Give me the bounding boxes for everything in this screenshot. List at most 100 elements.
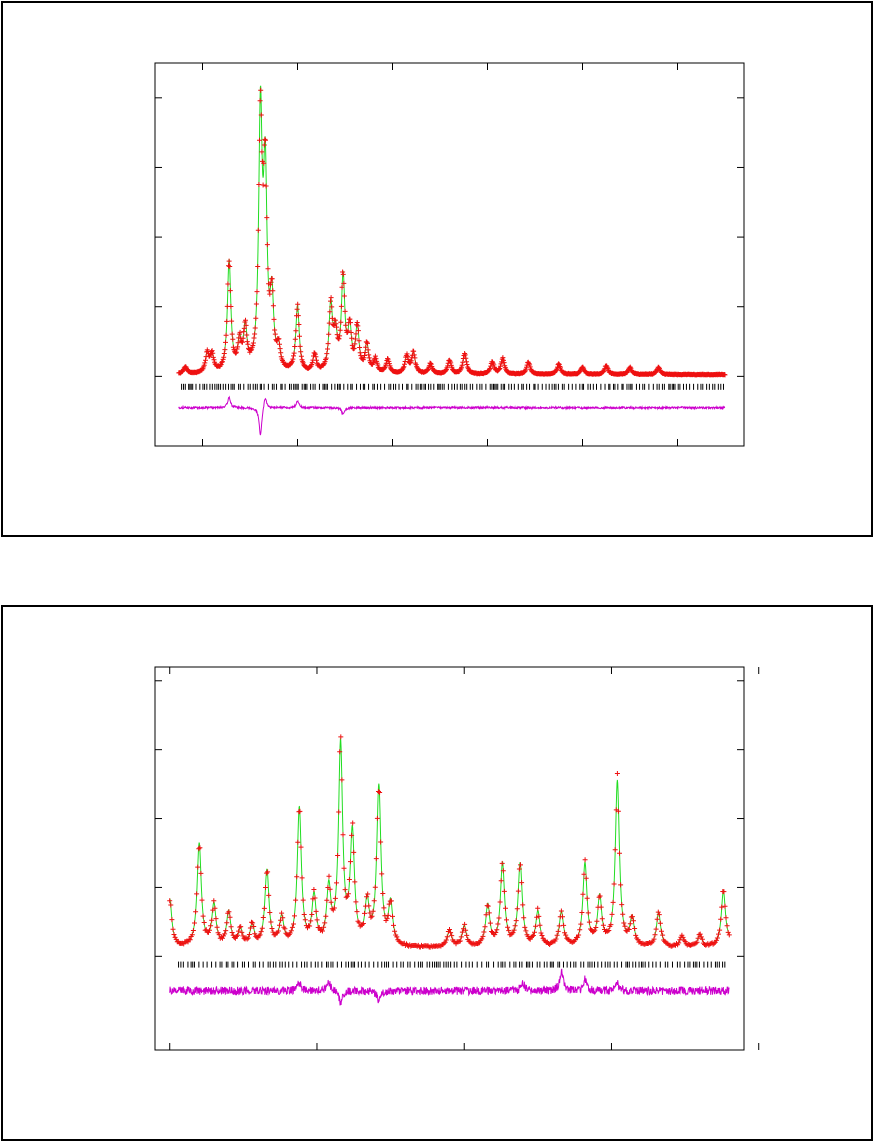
- observed-point: [324, 897, 330, 903]
- observed-point: [238, 924, 244, 930]
- observed-point: [669, 943, 675, 949]
- observed-point: [209, 348, 215, 354]
- observed-point: [369, 913, 375, 919]
- observed-point: [230, 932, 236, 938]
- observed-point: [260, 915, 266, 920]
- observed-point: [512, 923, 518, 929]
- observed-point: [343, 322, 349, 328]
- observed-point: [626, 927, 632, 932]
- observed-point: [560, 914, 565, 920]
- observed-point: [230, 336, 236, 342]
- observed-point: [227, 914, 233, 920]
- observed-point: [631, 918, 636, 924]
- observed-point: [513, 918, 519, 924]
- observed-point: [349, 335, 355, 341]
- observed-point: [252, 325, 258, 331]
- observed-point: [615, 808, 621, 814]
- observed-point: [505, 924, 511, 930]
- observed-point: [223, 332, 229, 338]
- observed-point: [328, 298, 333, 304]
- observed-point: [276, 336, 282, 342]
- observed-point: [660, 932, 666, 938]
- observed-point: [621, 920, 627, 926]
- observed-point: [386, 358, 392, 364]
- observed-point: [521, 915, 527, 921]
- observed-point: [168, 902, 174, 908]
- observed-point: [340, 832, 346, 838]
- observed-point: [298, 349, 304, 355]
- observed-point: [292, 336, 298, 342]
- observed-point: [617, 850, 622, 856]
- observed-point: [653, 369, 659, 375]
- observed-point: [192, 920, 197, 926]
- observed-point: [255, 264, 261, 269]
- difference-curve: [178, 395, 726, 436]
- observed-point: [464, 932, 470, 938]
- observed-point: [209, 917, 215, 923]
- observed-point: [228, 304, 234, 309]
- observed-point: [501, 357, 506, 363]
- observed-point: [493, 930, 499, 935]
- observed-point: [250, 340, 256, 346]
- observed-point: [339, 777, 345, 783]
- observed-point: [371, 898, 377, 904]
- observed-point: [266, 892, 272, 898]
- observed-point: [267, 910, 273, 915]
- observed-point: [291, 921, 296, 927]
- observed-point: [230, 344, 236, 350]
- observed-point: [199, 897, 205, 903]
- observed-point: [487, 366, 492, 372]
- observed-point: [255, 227, 261, 233]
- observed-point: [411, 348, 417, 354]
- observed-point: [655, 909, 661, 915]
- observed-point: [654, 916, 660, 922]
- observed-point: [633, 932, 639, 938]
- observed-point: [240, 335, 246, 341]
- observed-point: [289, 358, 295, 364]
- observed-point: [351, 345, 357, 351]
- observed-point: [514, 906, 520, 912]
- observed-point: [245, 341, 251, 347]
- observed-point: [460, 359, 466, 365]
- observed-point: [459, 362, 465, 368]
- observed-point: [252, 331, 258, 337]
- observed-point: [352, 336, 358, 342]
- observed-point: [366, 352, 372, 358]
- observed-point: [598, 904, 604, 910]
- observed-point: [222, 931, 228, 937]
- observed-point: [221, 354, 227, 360]
- observed-point: [499, 860, 505, 866]
- observed-point: [385, 356, 391, 362]
- observed-point: [494, 927, 500, 933]
- observed-point: [653, 926, 659, 932]
- observed-point: [504, 917, 509, 923]
- observed-point: [197, 845, 203, 851]
- observed-point: [401, 364, 407, 370]
- observed-point: [442, 939, 448, 945]
- observed-point: [496, 915, 502, 921]
- observed-point: [257, 98, 263, 104]
- observed-point: [264, 242, 270, 248]
- observed-point: [277, 341, 282, 347]
- observed-point: [522, 924, 528, 930]
- observed-point: [342, 887, 348, 893]
- observed-point: [341, 293, 347, 299]
- observed-point: [694, 939, 700, 945]
- observed-point: [333, 321, 339, 327]
- observed-point: [555, 928, 561, 934]
- observed-point: [378, 839, 384, 845]
- observed-point: [244, 332, 250, 338]
- observed-point: [462, 921, 468, 927]
- observed-point: [290, 356, 296, 362]
- observed-point: [558, 365, 563, 371]
- reflection-markers: [181, 383, 724, 390]
- observed-point: [219, 359, 225, 365]
- observed-point: [581, 871, 587, 877]
- observed-point: [611, 881, 617, 887]
- observed-point: [446, 357, 452, 363]
- observed-point: [402, 361, 407, 367]
- observed-point: [267, 282, 273, 288]
- observed-point: [272, 331, 278, 337]
- observed-point: [312, 350, 318, 356]
- observed-point: [562, 930, 568, 936]
